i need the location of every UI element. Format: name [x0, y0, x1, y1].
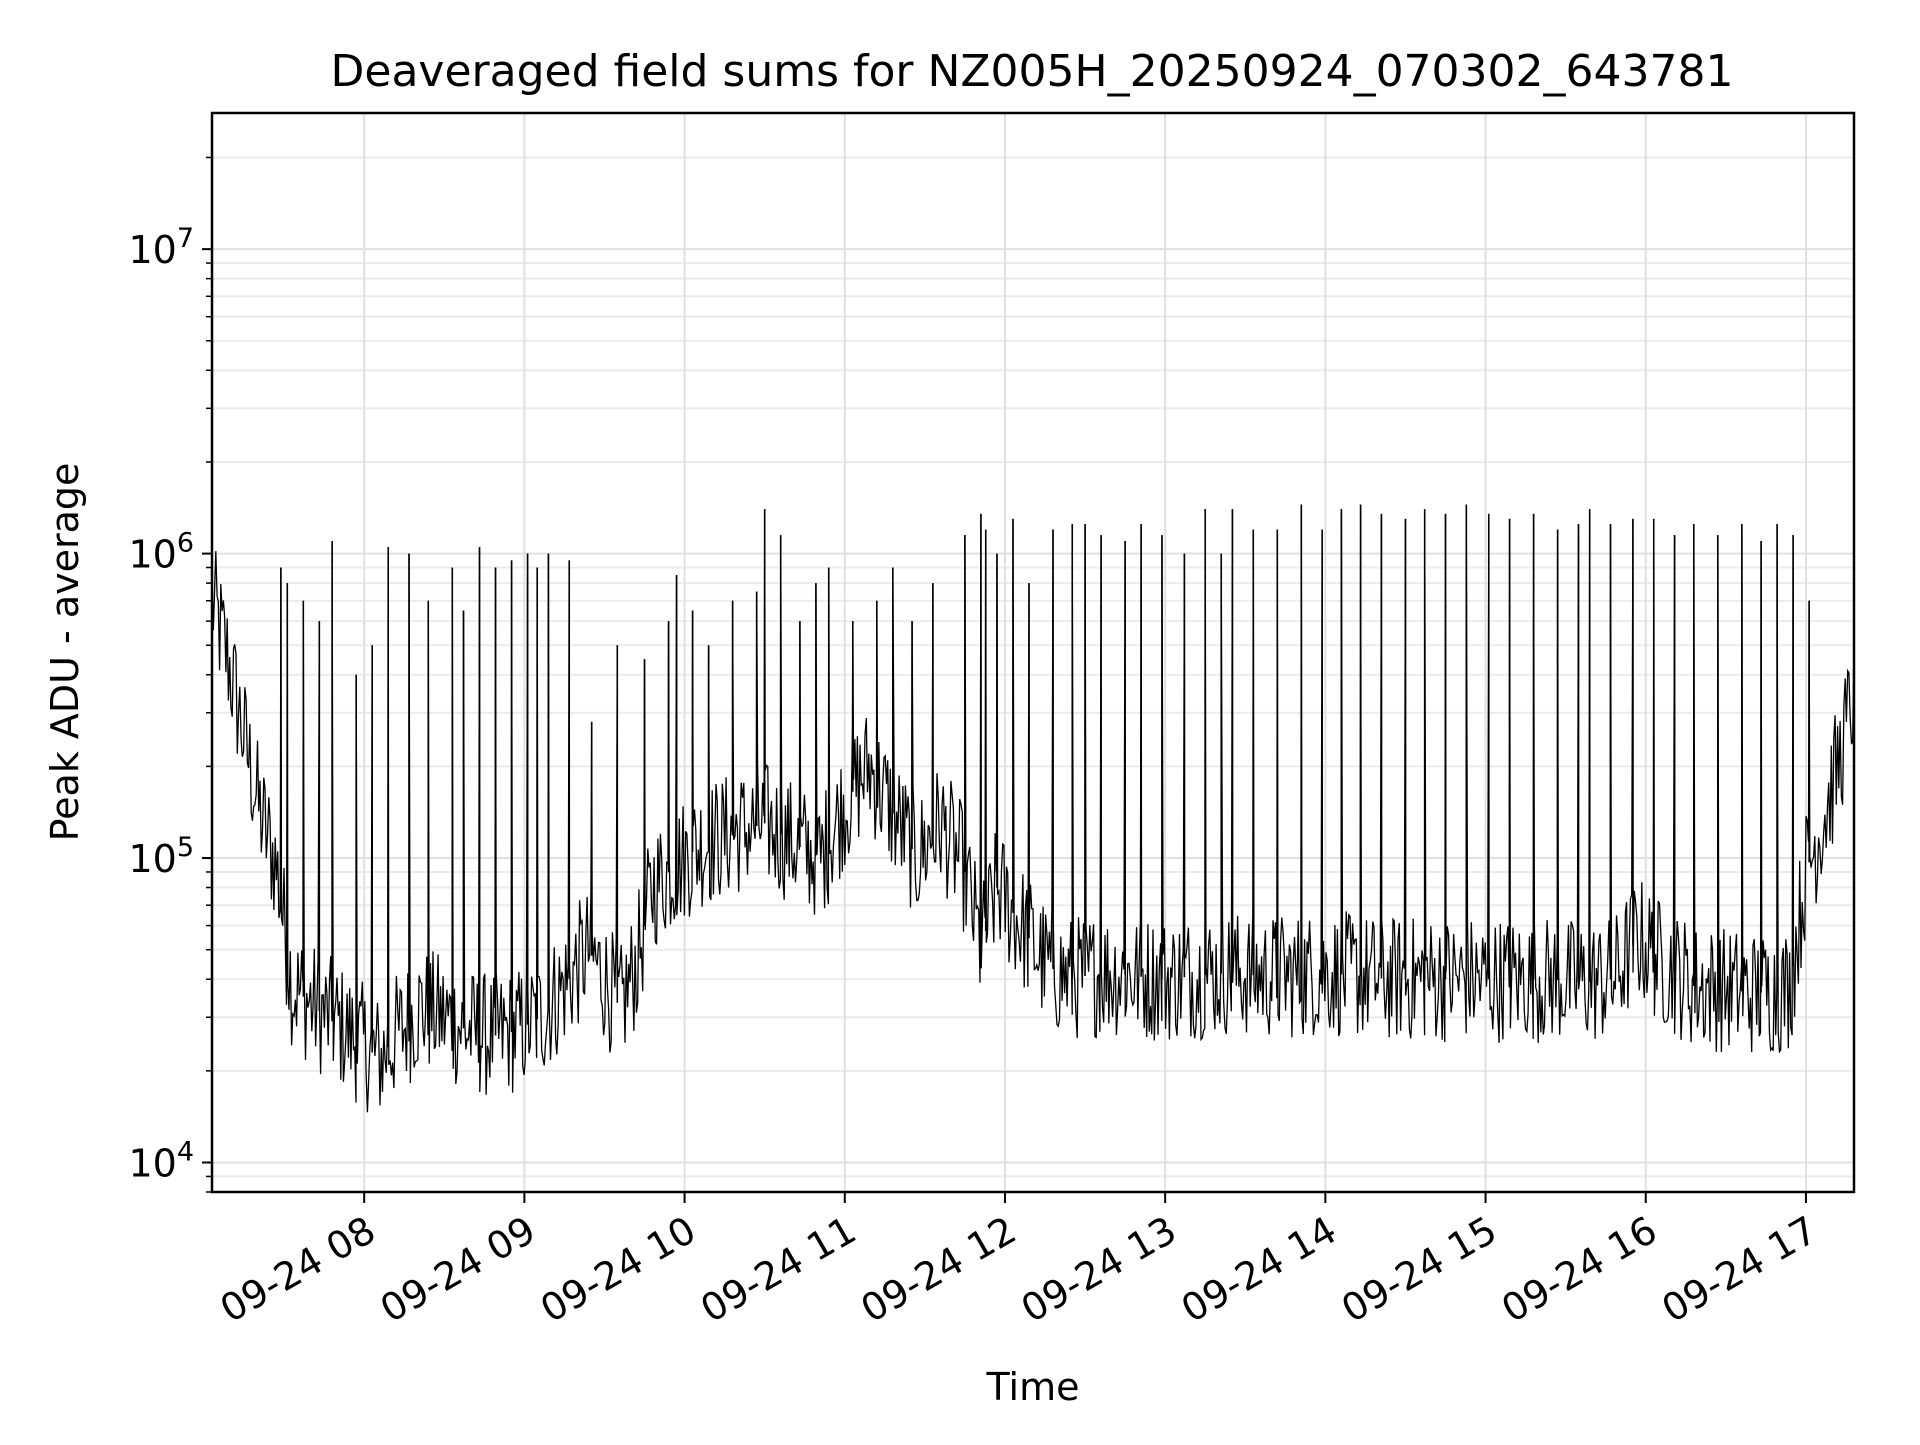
- y-tick-label: 104: [128, 1136, 194, 1185]
- y-tick-label: 106: [128, 528, 194, 577]
- y-tick-label: 107: [128, 223, 194, 272]
- data-series: [211, 504, 1855, 1113]
- y-tick-label: 105: [128, 832, 194, 881]
- plot-frame: [210, 111, 1856, 1194]
- x-axis-label: Time: [986, 1365, 1080, 1409]
- y-axis-label: Peak ADU - average: [43, 463, 87, 842]
- chart-title: Deaveraged field sums for NZ005H_2025092…: [331, 46, 1734, 97]
